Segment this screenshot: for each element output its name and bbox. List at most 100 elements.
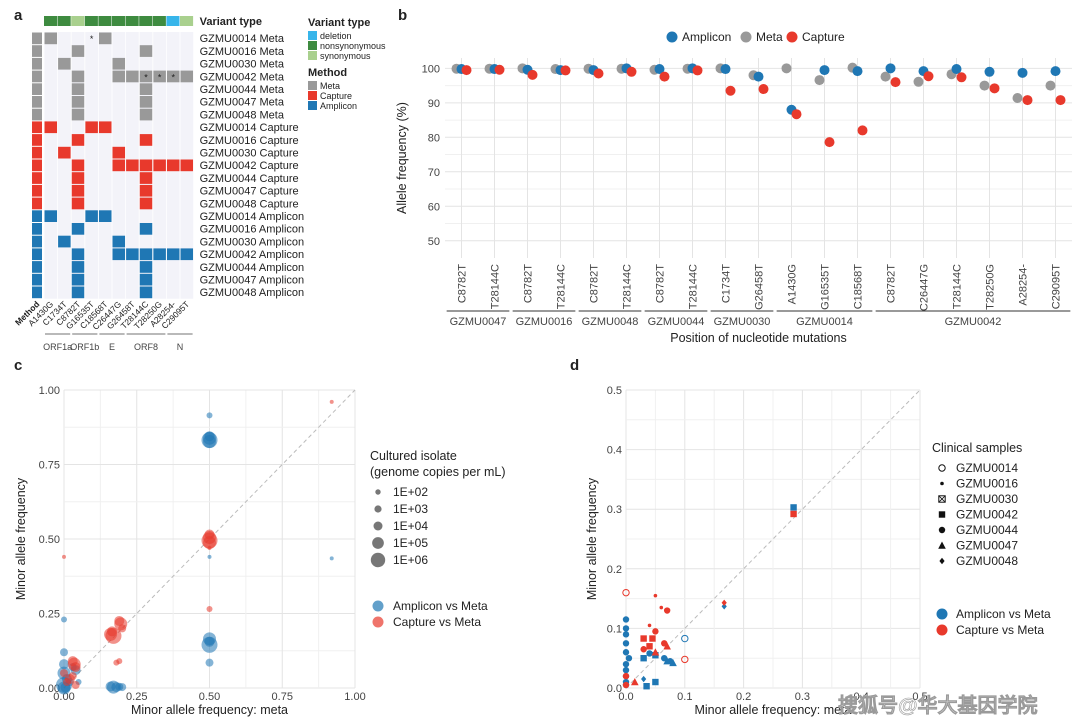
shape-legend-label: GZMU0047 <box>956 539 1018 553</box>
gene-group-label: ORF8 <box>134 342 158 352</box>
data-point-capture <box>118 624 127 633</box>
data-point-amplicon <box>852 66 863 77</box>
data-point-amplicon <box>622 649 630 656</box>
data-point-capture <box>640 646 647 653</box>
heatmap-cell <box>58 146 71 159</box>
x-tick-label: G26458T <box>754 264 766 310</box>
row-label: GZMU0030 Amplicon <box>200 236 305 248</box>
row-label: GZMU0042 Meta <box>200 71 285 83</box>
data-point-amplicon <box>819 65 830 76</box>
y-tick-label: 0.75 <box>39 460 60 472</box>
row-label: GZMU0044 Capture <box>200 173 299 185</box>
shape-legend-label: GZMU0030 <box>956 492 1018 506</box>
variant-type-cell <box>112 16 126 26</box>
variant-type-label: Variant type <box>200 16 262 28</box>
size-legend-marker <box>375 489 381 495</box>
heatmap-cell <box>44 121 58 134</box>
heatmap-cell <box>85 121 98 134</box>
shape-legend-label: GZMU0016 <box>956 477 1018 491</box>
row-label: GZMU0014 Amplicon <box>200 211 305 223</box>
heatmap-cell <box>126 159 139 172</box>
y-tick-label: 0.00 <box>39 683 60 695</box>
method-cell <box>32 184 42 197</box>
x-tick-label: A28254- <box>1018 264 1030 306</box>
x-tick-label: T28144C <box>622 264 634 309</box>
heatmap-cell <box>139 248 153 261</box>
panel-d-clinical-samples: 0.00.0 0.1 0.1 0.2 0.2 0.3 0.3 0.4 0.4 0.5 0.5 Mino… <box>585 385 1051 717</box>
group-label: GZMU0016 <box>516 316 573 328</box>
data-point-capture <box>329 399 334 404</box>
row-label: GZMU0016 Capture <box>200 135 299 147</box>
shape-legend-marker <box>938 495 946 503</box>
data-point-capture <box>681 655 689 664</box>
x-tick-label: C29095T <box>1051 264 1063 310</box>
y-tick-label: 0.4 <box>607 445 622 457</box>
x-axis-title: Minor allele frequency: meta <box>694 703 851 717</box>
heatmap-cell <box>71 83 85 95</box>
variant-type-cell <box>84 16 98 26</box>
star-marker: * <box>90 34 94 44</box>
shape-legend-marker <box>938 526 946 534</box>
row-label: GZMU0047 Meta <box>200 97 285 109</box>
shape-legend-marker <box>938 541 946 549</box>
size-legend-marker <box>374 505 382 513</box>
gene-group-label: N <box>177 342 184 352</box>
data-point-capture <box>207 545 212 550</box>
x-tick-label: C26447G <box>919 264 931 311</box>
heatmap-cell <box>98 32 112 45</box>
data-point-amplicon <box>640 655 647 662</box>
method-cell <box>32 108 42 121</box>
heatmap-cell <box>166 159 180 172</box>
data-point-capture <box>758 84 769 95</box>
heatmap-cell <box>71 223 85 235</box>
data-point-amplicon <box>203 435 216 449</box>
group-label: GZMU0044 <box>648 316 705 328</box>
shape-legend-label: GZMU0044 <box>956 523 1018 537</box>
size-legend-marker <box>370 552 386 568</box>
legend-marker <box>786 31 798 43</box>
panel-letter-a: a <box>14 7 23 24</box>
group-label: GZMU0014 <box>796 316 853 328</box>
data-point-capture <box>622 672 630 680</box>
y-tick-label: 50 <box>428 236 440 248</box>
data-point-capture <box>622 588 630 597</box>
heatmap-cell <box>180 70 194 83</box>
x-tick-label: 0.25 <box>126 691 147 703</box>
heatmap-cell <box>112 57 126 70</box>
heatmap-cell <box>71 70 85 83</box>
data-point-amplicon <box>201 636 218 653</box>
data-point-capture <box>593 68 604 79</box>
y-axis-title: Allele frequency (%) <box>395 102 409 214</box>
y-tick-label: 0.2 <box>607 564 622 576</box>
data-point-amplicon <box>622 625 630 632</box>
x-tick-label: 0.3 <box>795 691 810 703</box>
data-point-capture <box>71 681 80 690</box>
row-label: GZMU0047 Capture <box>200 186 299 198</box>
method-cell <box>32 32 42 45</box>
legend-method-swatch <box>308 81 317 90</box>
data-point-amplicon <box>721 603 727 610</box>
data-point-amplicon <box>641 675 647 683</box>
heatmap-cell <box>71 286 85 299</box>
heatmap-cell <box>139 96 153 108</box>
heatmap-cell <box>44 32 58 45</box>
data-point-amplicon <box>205 658 214 667</box>
y-tick-label: 100 <box>422 63 440 75</box>
data-point-meta <box>979 80 990 91</box>
variant-type-cell <box>44 16 58 26</box>
heatmap-cell <box>85 210 98 222</box>
x-tick-label: 0.0 <box>618 691 633 703</box>
data-point-capture <box>494 64 505 75</box>
data-point-capture <box>663 607 671 614</box>
color-legend-marker <box>372 616 384 628</box>
heatmap-cell <box>98 121 112 134</box>
data-point-capture <box>626 66 637 77</box>
legend-method-label: Meta <box>320 81 340 91</box>
heatmap-cell <box>58 57 71 70</box>
method-cell <box>32 45 42 57</box>
method-cell <box>32 146 42 159</box>
data-point-capture <box>105 627 122 644</box>
row-label: GZMU0048 Meta <box>200 109 285 121</box>
size-legend-title-line2: (genome copies per mL) <box>370 465 505 479</box>
